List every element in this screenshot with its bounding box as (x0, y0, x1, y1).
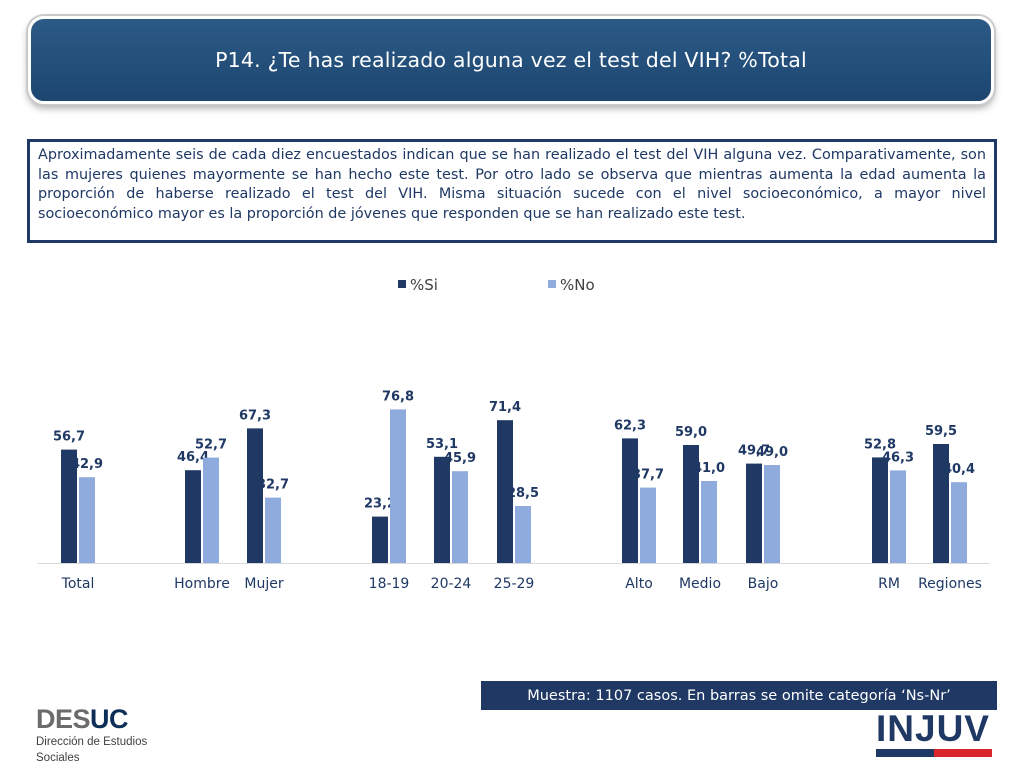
data-label-si-10: 59,5 (925, 424, 957, 439)
data-label-no-5: 28,5 (507, 486, 539, 501)
bar-si-8 (746, 463, 762, 563)
bar-no-7 (701, 481, 717, 563)
desuc-wordmark: DESUC (36, 705, 147, 733)
data-label-si-2: 67,3 (239, 408, 271, 423)
data-label-no-9: 46,3 (882, 450, 914, 465)
bar-no-6 (640, 487, 656, 563)
bar-si-1 (185, 470, 201, 563)
bar-si-3 (372, 516, 388, 563)
data-label-no-3: 76,8 (382, 389, 414, 404)
injuv-logo: INJUV (876, 710, 996, 757)
bar-si-6 (622, 438, 638, 563)
data-label-si-5: 71,4 (489, 400, 521, 415)
title-banner: P14. ¿Te has realizado alguna vez el tes… (28, 16, 994, 104)
desuc-wordmark-part2: UC (90, 704, 129, 734)
x-tick-label-1: Hombre (174, 576, 230, 592)
x-tick-label-8: Bajo (748, 576, 779, 592)
summary-text: Aproximadamente seis de cada diez encues… (38, 147, 986, 222)
desuc-subtitle-line2: Sociales (36, 752, 80, 764)
sample-note: Muestra: 1107 casos. En barras se omite … (481, 681, 997, 710)
data-label-no-2: 32,7 (257, 478, 289, 493)
bar-si-10 (933, 444, 949, 563)
desuc-logo: DESUC Dirección de Estudios Sociales (36, 705, 147, 765)
bar-si-4 (434, 456, 450, 563)
data-label-si-6: 62,3 (614, 418, 646, 433)
x-tick-label-6: Alto (625, 576, 653, 592)
bar-no-2 (265, 497, 281, 563)
bar-no-1 (203, 457, 219, 563)
injuv-wordmark: INJUV (876, 708, 990, 749)
bar-si-5 (497, 420, 513, 563)
data-label-no-0: 42,9 (71, 457, 103, 472)
data-label-no-10: 40,4 (943, 462, 975, 477)
data-label-no-4: 45,9 (444, 451, 476, 466)
bar-no-5 (515, 506, 531, 563)
data-label-no-8: 49,0 (756, 445, 788, 460)
bar-no-0 (79, 477, 95, 563)
x-tick-label-4: 20-24 (431, 576, 472, 592)
data-label-si-8: 49,7 (738, 444, 770, 459)
legend-label-0: %Si (410, 276, 438, 294)
data-label-si-4: 53,1 (426, 437, 458, 452)
data-label-no-7: 41,0 (693, 461, 725, 476)
bar-no-9 (890, 470, 906, 563)
injuv-flag-bar (876, 749, 992, 757)
desuc-wordmark-part1: DES (36, 704, 91, 734)
data-label-si-3: 23,2 (364, 497, 396, 512)
x-tick-label-0: Total (61, 576, 95, 592)
bar-chart: %Si %No 56,7 42,9 Total 46,452,7 Hombre 67,3 32,… (38, 276, 990, 592)
bar-no-4 (452, 471, 468, 563)
bar-no-3 (390, 409, 406, 563)
data-label-si-9: 52,8 (864, 437, 896, 452)
data-label-si-7: 59,0 (675, 425, 707, 440)
x-tick-label-10: Regiones (918, 576, 982, 592)
data-label-no-1: 52,7 (195, 438, 227, 453)
legend-swatch-0 (398, 280, 406, 288)
x-tick-label-5: 25-29 (494, 576, 535, 592)
legend-label-1: %No (560, 276, 595, 294)
page-title: P14. ¿Te has realizado alguna vez el tes… (215, 48, 807, 72)
summary-box: Aproximadamente seis de cada diez encues… (27, 139, 997, 243)
bar-no-8 (764, 465, 780, 563)
bar-no-10 (951, 482, 967, 563)
data-label-si-0: 56,7 (53, 430, 85, 445)
legend-swatch-1 (548, 280, 556, 288)
x-tick-label-3: 18-19 (369, 576, 410, 592)
x-tick-label-9: RM (878, 576, 900, 592)
desuc-subtitle-line1: Dirección de Estudios (36, 736, 148, 748)
bar-si-7 (683, 445, 699, 563)
bar-si-9 (872, 457, 888, 563)
bar-si-2 (247, 428, 263, 563)
bar-si-0 (61, 449, 77, 563)
x-tick-label-2: Mujer (244, 576, 283, 592)
sample-note-text: Muestra: 1107 casos. En barras se omite … (527, 687, 951, 704)
data-label-si-1: 46,4 (177, 450, 209, 465)
data-label-no-6: 37,7 (632, 468, 664, 483)
x-tick-label-7: Medio (679, 576, 721, 592)
